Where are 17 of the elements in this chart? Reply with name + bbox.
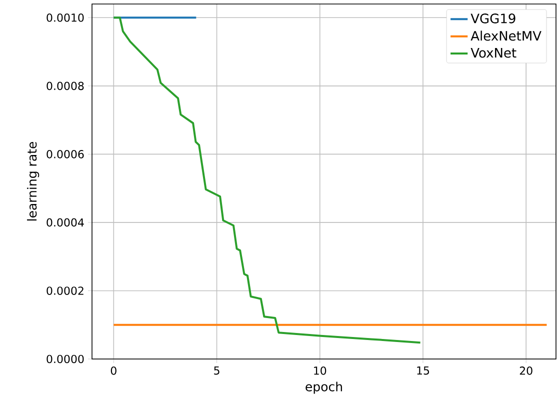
y-tick-label: 0.0008 bbox=[46, 82, 84, 90]
y-tick-label: 0.0010 bbox=[46, 14, 84, 22]
x-tick-label: 15 bbox=[417, 366, 430, 375]
x-tick-label: 10 bbox=[314, 366, 326, 375]
legend-label: VoxNet bbox=[470, 48, 516, 58]
y-tick-label: 0.0004 bbox=[46, 218, 84, 227]
y-tick-label: 0.0006 bbox=[46, 150, 84, 158]
y-axis-title: learning rate bbox=[27, 142, 40, 220]
legend-label: VGG19 bbox=[470, 14, 516, 24]
x-tick-label: 20 bbox=[520, 366, 532, 375]
legend-label: AlexNetMV bbox=[470, 30, 542, 41]
x-axis-title: epoch bbox=[306, 382, 342, 394]
x-tick-label: 0 bbox=[110, 366, 116, 375]
y-tick-label: 0.0000 bbox=[46, 354, 84, 364]
line-series bbox=[112, 16, 422, 344]
x-tick-label: 5 bbox=[214, 366, 220, 375]
y-tick-label: 0.0002 bbox=[46, 286, 84, 295]
